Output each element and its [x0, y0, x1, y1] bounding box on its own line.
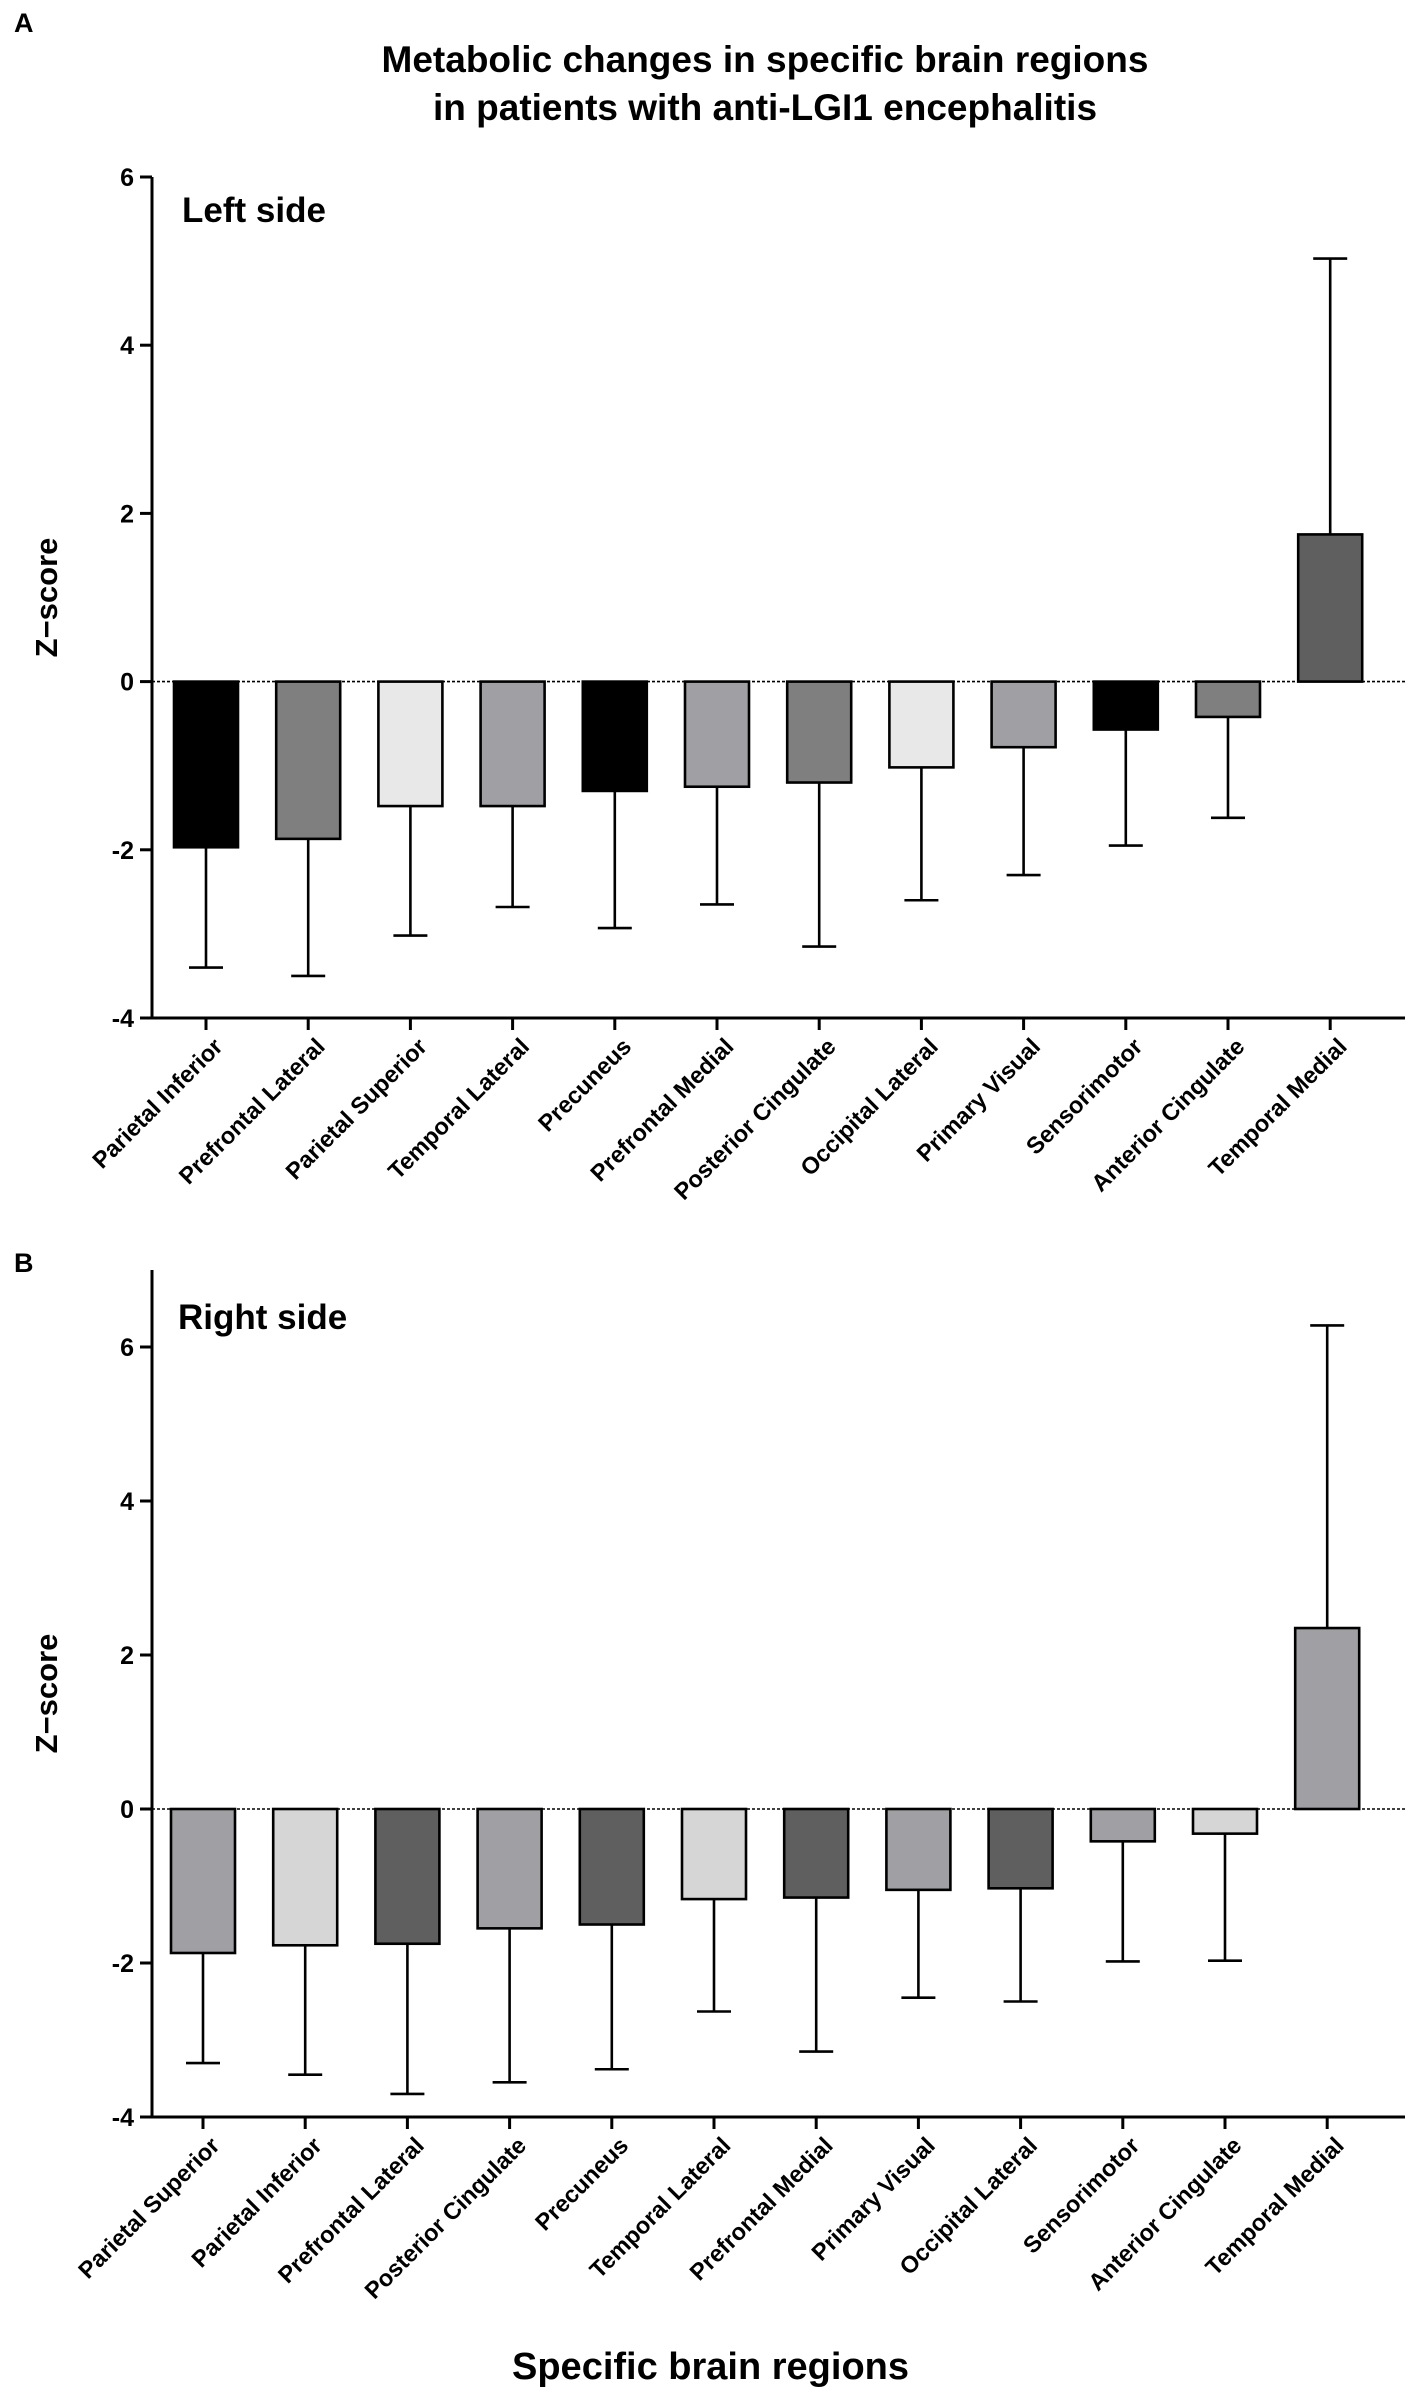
- bar: [1293, 1626, 1361, 1811]
- y-tick-label: -4: [112, 2104, 134, 2132]
- bar: [1194, 680, 1262, 719]
- bar: [377, 680, 444, 808]
- panel-label-a: A: [14, 8, 34, 38]
- y-tick-label: 6: [120, 1334, 134, 1362]
- bar: [1296, 533, 1364, 683]
- y-tick-label: -4: [112, 1005, 134, 1033]
- category-label: Precuneus: [530, 2132, 633, 2235]
- y-tick-label: 4: [120, 332, 134, 360]
- y-tick-label: 0: [120, 1796, 134, 1824]
- figure-title-line2: in patients with anti-LGI1 encephalitis: [432, 87, 1098, 128]
- bar: [1191, 1807, 1259, 1835]
- bar: [1092, 680, 1160, 731]
- bar: [782, 1807, 850, 1899]
- bar: [578, 1807, 646, 1926]
- bar: [271, 1807, 339, 1947]
- x-axis-title: Specific brain regions: [512, 2346, 909, 2388]
- y-tick-label: -2: [112, 1950, 134, 1978]
- bar: [888, 680, 955, 769]
- y-tick-label: 0: [120, 669, 134, 697]
- category-label: Precuneus: [533, 1033, 636, 1136]
- bar: [987, 1807, 1054, 1890]
- bar: [885, 1807, 952, 1892]
- bar: [785, 680, 853, 784]
- y-axis-label: Z−score: [29, 1634, 64, 1754]
- bar: [479, 680, 546, 808]
- y-tick-label: 6: [120, 164, 134, 192]
- y-tick-label: 2: [120, 1642, 134, 1670]
- bar: [169, 1807, 237, 1955]
- figure-title-line1: Metabolic changes in specific brain regi…: [381, 39, 1149, 80]
- y-tick-label: 4: [120, 1488, 134, 1516]
- bar: [680, 1807, 748, 1901]
- panel-label-b: B: [14, 1248, 34, 1278]
- bar: [683, 680, 751, 789]
- panel-title: Left side: [182, 191, 326, 230]
- bar: [374, 1807, 441, 1946]
- y-tick-label: 2: [120, 500, 134, 528]
- bar: [990, 680, 1057, 749]
- y-tick-label: -2: [112, 837, 134, 865]
- bar: [1089, 1807, 1157, 1843]
- y-axis-label: Z−score: [29, 538, 64, 658]
- panel-title: Right side: [178, 1298, 347, 1337]
- bar: [476, 1807, 543, 1930]
- bar: [172, 680, 240, 849]
- bar: [581, 680, 649, 793]
- bar: [274, 680, 342, 841]
